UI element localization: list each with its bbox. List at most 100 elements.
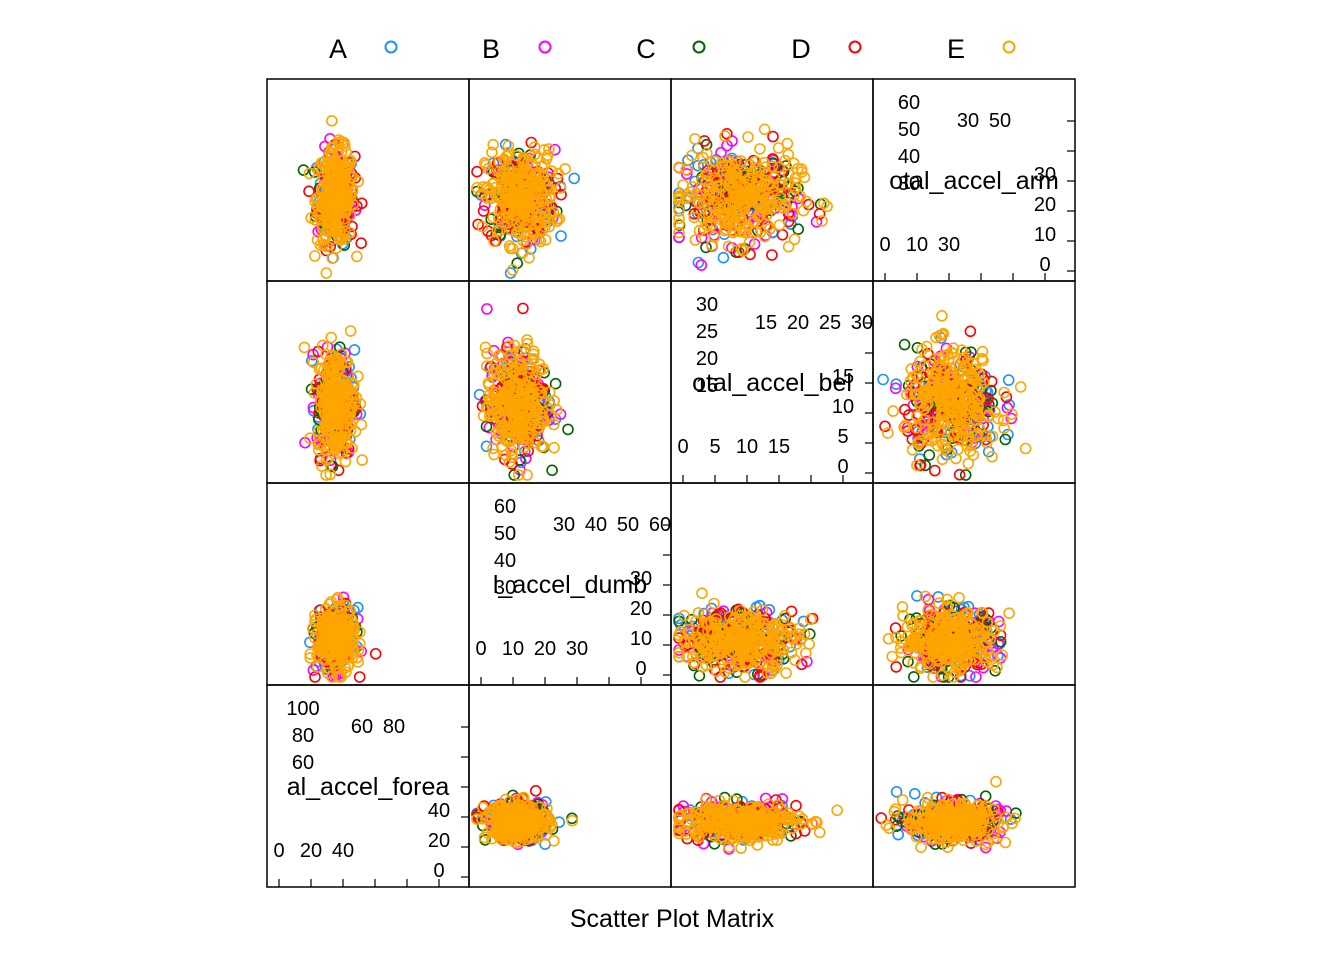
point — [522, 179, 534, 191]
point — [518, 153, 531, 166]
point — [928, 464, 941, 477]
point — [317, 238, 330, 251]
point — [517, 181, 529, 193]
point — [324, 156, 336, 168]
point — [782, 148, 795, 161]
point — [491, 224, 504, 237]
point — [680, 192, 692, 205]
point — [818, 197, 830, 210]
point — [540, 193, 552, 205]
point — [522, 167, 535, 180]
point — [520, 238, 533, 250]
point — [500, 155, 512, 167]
point — [487, 138, 500, 151]
point — [515, 215, 527, 228]
point — [516, 167, 529, 179]
point — [802, 198, 815, 211]
scatter-panel-total_accel_dumbbell-vs-total_accel_forearm — [471, 784, 579, 851]
point — [907, 671, 920, 683]
point — [559, 163, 571, 175]
scatter-panel-total_accel_dumbbell-vs-total_accel_belt — [473, 302, 574, 481]
point — [535, 193, 548, 206]
point — [343, 177, 356, 190]
panel-frame-r3-c3 — [872, 684, 1076, 888]
point — [327, 202, 340, 215]
point — [325, 115, 338, 127]
point — [700, 174, 713, 187]
point — [341, 198, 354, 210]
point — [737, 245, 749, 257]
point — [730, 154, 742, 167]
point — [720, 187, 733, 199]
point — [335, 135, 348, 148]
point — [761, 219, 774, 232]
point — [767, 130, 779, 143]
point — [323, 175, 335, 188]
point — [708, 199, 721, 212]
point — [516, 234, 529, 247]
point — [340, 146, 353, 159]
point — [715, 179, 727, 191]
point — [726, 226, 739, 239]
point — [890, 661, 903, 673]
point — [356, 454, 369, 466]
point — [510, 178, 523, 190]
point — [786, 207, 799, 220]
scatter-panel-total_accel_belt-vs-total_accel_dumbbell — [673, 587, 819, 683]
point — [953, 591, 965, 604]
point — [534, 235, 547, 248]
point — [539, 234, 552, 246]
point — [546, 165, 558, 177]
point — [772, 142, 785, 154]
point — [693, 196, 705, 208]
point — [725, 176, 738, 189]
point — [673, 195, 685, 208]
point — [502, 149, 515, 161]
point — [355, 237, 368, 249]
scatter-panel-total_accel_forearm-vs-total_accel_dumbbell — [304, 591, 382, 683]
point — [680, 168, 693, 180]
point — [488, 235, 500, 247]
point — [481, 303, 493, 315]
point — [787, 189, 800, 202]
point — [500, 173, 513, 185]
point — [344, 325, 357, 337]
point — [303, 167, 316, 180]
point — [303, 185, 315, 198]
point — [782, 168, 795, 181]
point — [776, 229, 789, 241]
point — [708, 231, 721, 243]
point — [742, 131, 754, 143]
point — [324, 199, 337, 212]
legend-marker-C — [692, 40, 706, 54]
point — [520, 231, 533, 243]
point — [722, 208, 735, 220]
point — [471, 165, 483, 178]
point — [539, 207, 551, 219]
point — [754, 226, 767, 238]
point — [754, 143, 766, 155]
point — [685, 149, 698, 162]
point — [763, 198, 776, 211]
point — [355, 197, 368, 210]
point — [326, 252, 339, 264]
point — [689, 133, 701, 145]
point — [898, 338, 911, 351]
point — [312, 208, 325, 220]
point — [766, 249, 778, 261]
point — [936, 309, 948, 322]
point — [507, 188, 520, 200]
point — [717, 251, 730, 264]
point — [781, 137, 794, 150]
point — [923, 449, 936, 461]
point — [485, 213, 498, 225]
point — [541, 184, 554, 196]
point — [546, 464, 558, 477]
point — [813, 208, 826, 220]
legend-marker-E — [1002, 40, 1016, 54]
point — [353, 671, 366, 683]
point — [493, 166, 505, 178]
point — [528, 191, 540, 204]
point — [735, 243, 748, 255]
point — [506, 264, 519, 276]
